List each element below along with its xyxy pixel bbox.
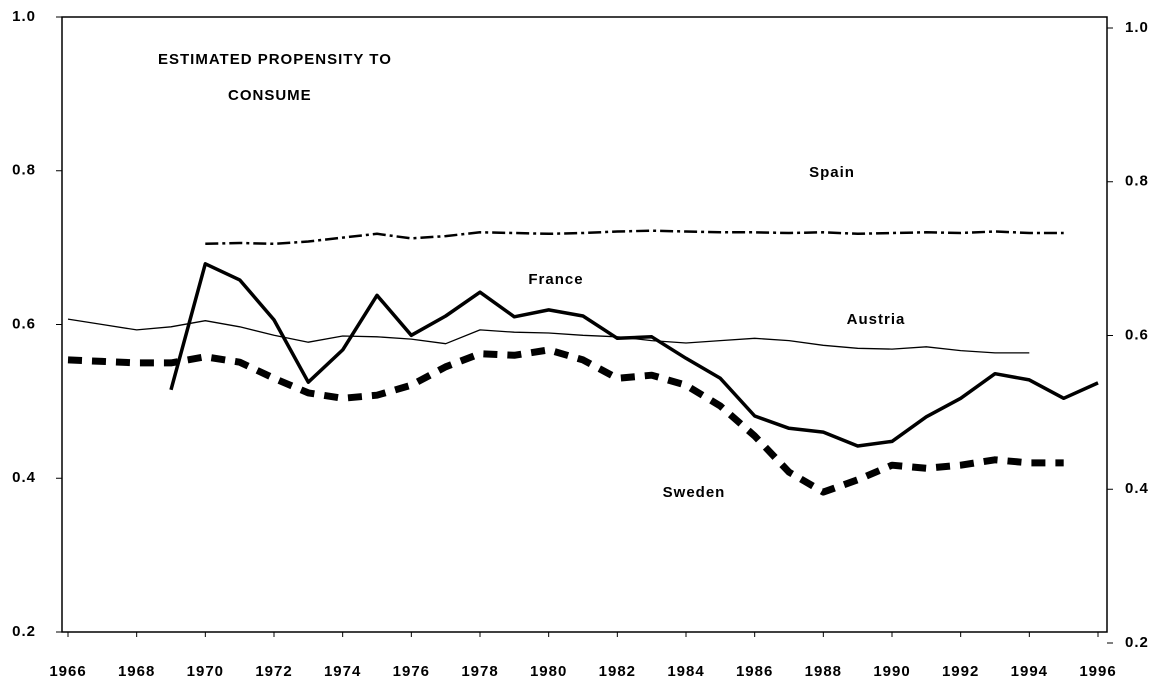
x-tick-label: 1974 <box>324 663 361 680</box>
series-line <box>169 262 1099 448</box>
y2-tick-label: 0.2 <box>1125 634 1149 651</box>
y2-tick-label: 0.6 <box>1125 326 1149 343</box>
x-tick-label: 1986 <box>736 663 773 680</box>
x-tick-label: 1976 <box>393 663 430 680</box>
series-label: France <box>528 271 583 288</box>
x-tick-label: 1990 <box>873 663 910 680</box>
series-line <box>67 318 1030 354</box>
x-tick-label: 1996 <box>1079 663 1116 680</box>
y-tick-label: 0.4 <box>12 469 36 486</box>
x-tick-label: 1972 <box>255 663 292 680</box>
x-tick-label: 1982 <box>599 663 636 680</box>
y-tick-label: 0.6 <box>12 315 36 332</box>
x-tick-label: 1968 <box>118 663 155 680</box>
y-tick-label: 0.8 <box>12 162 36 179</box>
x-tick-label: 1992 <box>942 663 979 680</box>
x-tick-label: 1966 <box>49 663 86 680</box>
y2-tick-label: 1.0 <box>1125 19 1149 36</box>
chart-title: ESTIMATED PROPENSITY TO <box>158 51 392 68</box>
x-tick-label: 1984 <box>667 663 704 680</box>
series-label: Sweden <box>663 484 726 501</box>
y-tick-label: 1.0 <box>12 8 36 25</box>
x-tick-label: 1988 <box>805 663 842 680</box>
x-tick-label: 1980 <box>530 663 567 680</box>
x-tick-label: 1994 <box>1011 663 1048 680</box>
x-tick-label: 1970 <box>187 663 224 680</box>
series-line <box>67 346 1064 496</box>
series-line <box>205 229 1064 246</box>
x-tick-label: 1978 <box>461 663 498 680</box>
series-label: Spain <box>809 164 855 181</box>
series-label: Austria <box>847 311 906 328</box>
plot-frame <box>61 16 1108 633</box>
y2-tick-label: 0.4 <box>1125 480 1149 497</box>
y2-tick-label: 0.8 <box>1125 173 1149 190</box>
chart-title: CONSUME <box>228 87 312 104</box>
y-tick-label: 0.2 <box>12 623 36 640</box>
